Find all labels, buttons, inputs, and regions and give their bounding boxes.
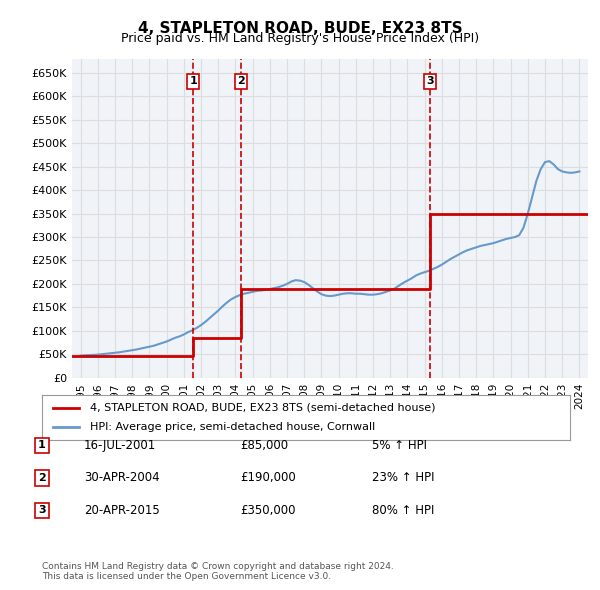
Text: 1: 1 [38, 441, 46, 450]
Text: 23% ↑ HPI: 23% ↑ HPI [372, 471, 434, 484]
Text: 2: 2 [38, 473, 46, 483]
Text: Price paid vs. HM Land Registry's House Price Index (HPI): Price paid vs. HM Land Registry's House … [121, 32, 479, 45]
Text: 4, STAPLETON ROAD, BUDE, EX23 8TS: 4, STAPLETON ROAD, BUDE, EX23 8TS [137, 21, 463, 35]
Text: 1: 1 [189, 76, 197, 86]
Text: 16-JUL-2001: 16-JUL-2001 [84, 439, 156, 452]
Text: 80% ↑ HPI: 80% ↑ HPI [372, 504, 434, 517]
Text: 20-APR-2015: 20-APR-2015 [84, 504, 160, 517]
Text: £190,000: £190,000 [240, 471, 296, 484]
Text: Contains HM Land Registry data © Crown copyright and database right 2024.
This d: Contains HM Land Registry data © Crown c… [42, 562, 394, 581]
Text: £350,000: £350,000 [240, 504, 296, 517]
Text: 30-APR-2004: 30-APR-2004 [84, 471, 160, 484]
Text: £85,000: £85,000 [240, 439, 288, 452]
Text: 3: 3 [38, 506, 46, 515]
Text: HPI: Average price, semi-detached house, Cornwall: HPI: Average price, semi-detached house,… [89, 422, 375, 432]
Text: 2: 2 [237, 76, 245, 86]
Text: 5% ↑ HPI: 5% ↑ HPI [372, 439, 427, 452]
Text: 3: 3 [426, 76, 434, 86]
Text: 4, STAPLETON ROAD, BUDE, EX23 8TS (semi-detached house): 4, STAPLETON ROAD, BUDE, EX23 8TS (semi-… [89, 403, 435, 412]
